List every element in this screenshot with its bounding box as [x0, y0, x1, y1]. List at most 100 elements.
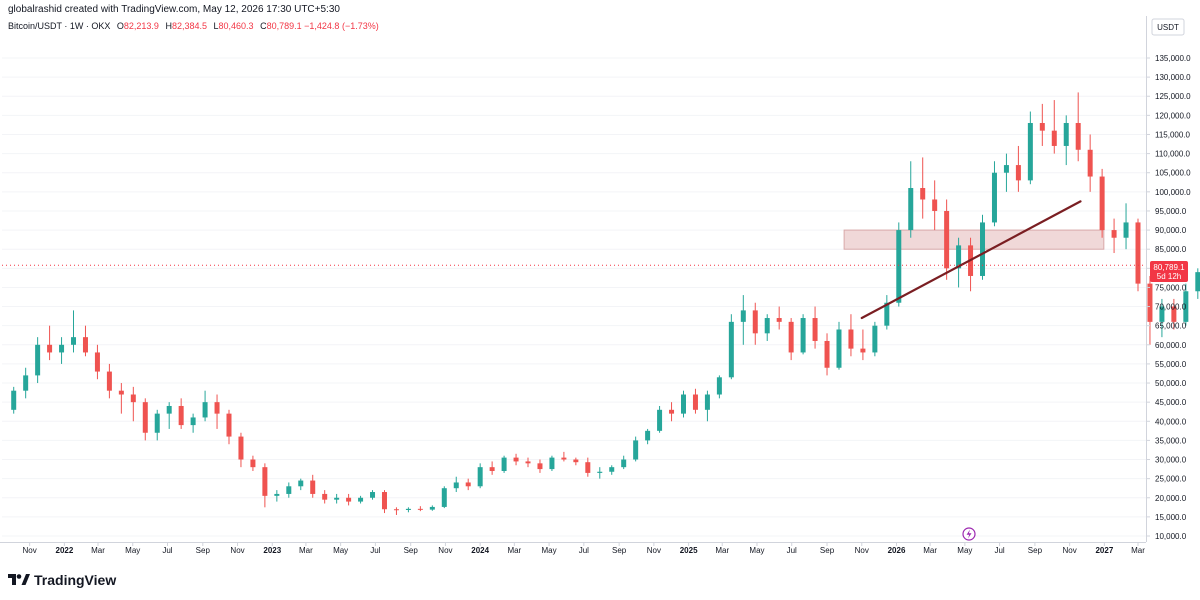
candle-body	[1063, 123, 1069, 146]
price-tick-label: 100,000.0	[1155, 188, 1191, 197]
candle	[525, 457, 531, 468]
candle-body	[1027, 123, 1033, 181]
ohlc-legend: Bitcoin/USDT · 1W · OKX O82,213.9 H82,38…	[8, 21, 379, 31]
time-tick-label: Sep	[404, 546, 419, 555]
candle-body	[71, 337, 77, 345]
currency-badge[interactable]	[1151, 18, 1185, 36]
price-tick-label: 85,000.0	[1155, 245, 1187, 254]
candle-body	[190, 417, 196, 426]
price-tick-label: 45,000.0	[1155, 398, 1187, 407]
candles	[11, 92, 1200, 515]
candle-body	[633, 440, 639, 460]
candle-body	[1159, 306, 1165, 322]
candle	[262, 463, 268, 508]
candle	[441, 486, 447, 509]
candle-body	[393, 509, 399, 511]
candle-body	[860, 348, 866, 353]
candle-body	[453, 482, 459, 489]
supply-zone[interactable]	[843, 229, 1105, 250]
high-label: H	[165, 21, 172, 31]
price-axis-ticks: 10,000.0 15,000.0 20,000.0 25,000.0 30,000.0…	[1146, 54, 1191, 541]
open-label: O	[116, 21, 124, 31]
candle-body	[477, 467, 483, 487]
price-tick-label: 75,000.0	[1155, 283, 1187, 292]
candle-body	[800, 318, 806, 353]
price-tick-label: 130,000.0	[1155, 73, 1191, 82]
candle-body	[1123, 222, 1129, 238]
candle-body	[417, 508, 423, 510]
candle	[968, 237, 974, 292]
candle-body	[429, 506, 435, 510]
candle	[537, 459, 543, 473]
candle	[1099, 168, 1105, 238]
candle	[716, 375, 722, 399]
candle	[166, 402, 172, 429]
candle-body	[154, 413, 160, 433]
candle-body	[226, 413, 232, 437]
time-tick-label: 2022	[56, 546, 74, 555]
time-tick-label: May	[542, 546, 557, 555]
low-label: L	[213, 21, 219, 31]
candle-body	[704, 394, 710, 410]
candle-body	[872, 325, 878, 353]
candle	[848, 314, 854, 357]
candle-body	[238, 436, 244, 460]
candle	[190, 413, 196, 433]
candle-body	[358, 497, 364, 502]
candle-body	[728, 321, 734, 378]
price-tick-label: 25,000.0	[1155, 475, 1187, 484]
tradingview-brand[interactable]: TradingView	[8, 570, 116, 590]
price-tick-label: 65,000.0	[1155, 322, 1187, 331]
price-tick-label: 120,000.0	[1155, 111, 1191, 120]
lightning-icon[interactable]	[962, 527, 976, 541]
candle-body	[1003, 165, 1009, 173]
time-tick-label: Nov	[23, 546, 37, 555]
price-tick-label: 125,000.0	[1155, 92, 1191, 101]
candle	[417, 506, 423, 512]
time-tick-label: Jul	[579, 546, 589, 555]
candle	[393, 507, 399, 515]
candle	[106, 363, 112, 399]
candle	[358, 495, 364, 504]
candle-body	[23, 375, 29, 391]
time-tick-label: Jul	[162, 546, 172, 555]
time-tick-label: Mar	[91, 546, 105, 555]
candle-body	[1075, 123, 1081, 150]
candle	[872, 321, 878, 357]
candle	[621, 455, 627, 470]
candle	[1195, 268, 1200, 299]
time-tick-label: 2026	[888, 546, 906, 555]
candle	[1027, 111, 1033, 185]
candle	[1123, 203, 1129, 250]
candle-body	[178, 405, 184, 426]
candle-body	[956, 245, 962, 269]
time-tick-label: Jul	[994, 546, 1004, 555]
candle	[381, 490, 387, 514]
open-value: 82,213.9	[123, 21, 159, 31]
price-countdown: 5d 12h	[1157, 272, 1181, 281]
time-tick-label: Jul	[370, 546, 380, 555]
symbol-label[interactable]: Bitcoin/USDT · 1W · OKX	[8, 21, 111, 31]
candle-body	[250, 459, 256, 468]
price-tick-label: 30,000.0	[1155, 456, 1187, 465]
candle-body	[1135, 222, 1141, 284]
candle-body	[932, 199, 938, 211]
candle-body	[549, 457, 555, 470]
candle	[800, 314, 806, 355]
time-tick-label: May	[125, 546, 140, 555]
candle-body	[142, 402, 148, 433]
trendline[interactable]	[860, 200, 1082, 320]
candle	[178, 398, 184, 429]
time-tick-label: 2024	[471, 546, 489, 555]
candle	[920, 157, 926, 219]
candle	[489, 461, 495, 475]
price-grid	[2, 57, 1146, 537]
candle	[477, 463, 483, 489]
price-tick-label: 105,000.0	[1155, 169, 1191, 178]
candle-body	[908, 188, 914, 231]
candle	[896, 222, 902, 307]
candle-body	[346, 497, 352, 502]
candle-body	[1111, 230, 1117, 238]
candle-body	[645, 430, 651, 441]
